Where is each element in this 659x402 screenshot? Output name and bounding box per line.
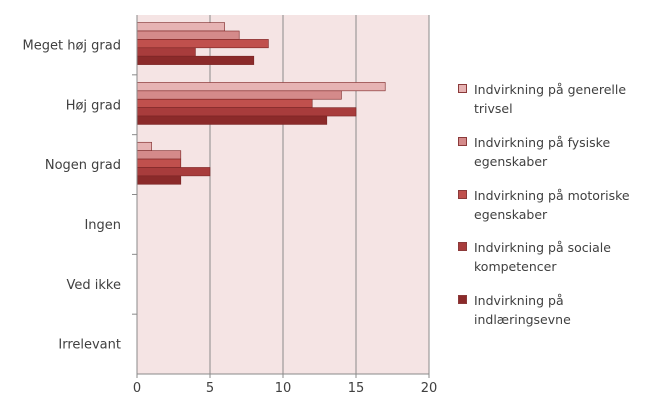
bar xyxy=(136,158,182,168)
legend-swatch xyxy=(458,190,467,199)
bar xyxy=(136,175,182,185)
bar xyxy=(136,141,152,151)
x-tick-label: 0 xyxy=(133,381,141,396)
x-tick-label: 20 xyxy=(421,381,438,396)
bar xyxy=(136,150,182,160)
category-label: Ved ikke xyxy=(67,278,121,293)
x-tick-label: 10 xyxy=(275,381,292,396)
x-tick-label: 15 xyxy=(348,381,365,396)
bar xyxy=(136,22,225,32)
bar xyxy=(136,115,328,125)
category-label: Nogen grad xyxy=(45,158,121,173)
bar xyxy=(136,107,357,117)
bar xyxy=(136,30,240,40)
category-labels: Meget høj grad Høj grad Nogen grad Ingen Ved… xyxy=(23,38,121,352)
bar xyxy=(136,98,313,108)
legend-label: Indvirkning på motoriske egenskaber xyxy=(474,188,630,222)
legend-swatch xyxy=(458,242,467,251)
legend-label: Indvirkning på sociale kompetencer xyxy=(474,240,611,274)
bar xyxy=(136,82,386,92)
legend-label: Indvirkning på generelle trivsel xyxy=(474,82,627,116)
category-label: Ingen xyxy=(84,218,121,233)
x-tick-label: 5 xyxy=(206,381,214,396)
category-label: Meget høj grad xyxy=(23,38,121,53)
legend-swatch xyxy=(458,295,467,304)
legend-label: Indvirkning på fysiske egenskaber xyxy=(474,135,611,169)
category-label: Irrelevant xyxy=(58,338,121,353)
x-tick-labels: 0 5 10 15 20 xyxy=(133,374,437,396)
bar xyxy=(136,90,342,100)
category-label: Høj grad xyxy=(66,98,121,113)
gridlines xyxy=(209,15,430,374)
bar xyxy=(136,39,269,49)
bar xyxy=(136,47,196,57)
bar xyxy=(136,55,255,65)
legend-swatch xyxy=(458,84,467,93)
legend-label: Indvirkning på indlæringsevne xyxy=(474,293,571,327)
bar xyxy=(136,167,211,177)
legend-swatch xyxy=(458,137,467,146)
